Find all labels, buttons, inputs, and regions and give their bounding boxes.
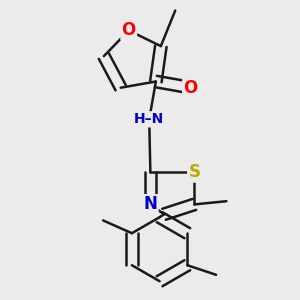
Text: S: S (188, 164, 200, 181)
Text: H–N: H–N (134, 112, 164, 126)
Text: O: O (183, 79, 198, 97)
Text: O: O (122, 21, 136, 39)
Text: N: N (143, 195, 157, 213)
